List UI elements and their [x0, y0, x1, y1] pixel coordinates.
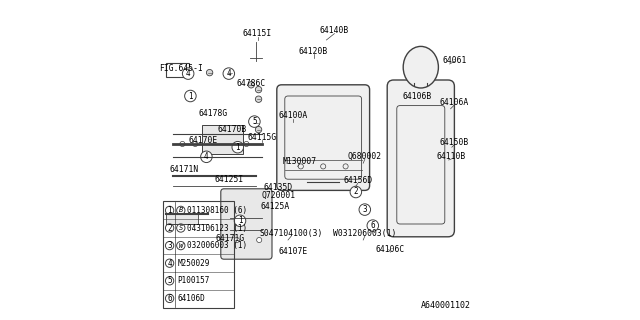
Circle shape: [244, 141, 249, 147]
Circle shape: [253, 120, 259, 126]
Circle shape: [255, 96, 262, 102]
Text: 1: 1: [188, 92, 193, 100]
Text: 64170B: 64170B: [218, 125, 246, 134]
Text: 1: 1: [237, 216, 243, 225]
Text: 64171G: 64171G: [215, 234, 244, 243]
Text: 64120B: 64120B: [299, 47, 328, 56]
Circle shape: [201, 151, 212, 163]
Circle shape: [177, 224, 185, 232]
Text: 64115G: 64115G: [248, 133, 277, 142]
Text: 64170E: 64170E: [189, 136, 218, 145]
Circle shape: [234, 237, 239, 243]
Text: 64150B: 64150B: [440, 138, 469, 147]
Text: 2: 2: [353, 188, 358, 196]
Circle shape: [232, 141, 243, 153]
FancyBboxPatch shape: [221, 189, 272, 259]
Text: 64107E: 64107E: [278, 247, 307, 256]
Text: 011308160 (6): 011308160 (6): [187, 206, 246, 215]
Circle shape: [248, 116, 260, 127]
Circle shape: [165, 294, 174, 303]
Text: FIG.645-I: FIG.645-I: [159, 64, 203, 73]
Text: 6: 6: [371, 221, 375, 230]
Text: W031206003(1): W031206003(1): [333, 229, 397, 238]
Text: Q680002: Q680002: [348, 152, 382, 161]
Text: 4: 4: [204, 152, 209, 161]
Circle shape: [193, 141, 198, 147]
FancyBboxPatch shape: [166, 214, 198, 224]
Circle shape: [177, 242, 185, 250]
Text: 3: 3: [167, 241, 172, 250]
Circle shape: [182, 68, 194, 79]
Circle shape: [180, 141, 185, 147]
FancyBboxPatch shape: [277, 85, 370, 190]
Text: 64115I: 64115I: [243, 29, 272, 38]
Text: 64106A: 64106A: [440, 98, 469, 107]
Circle shape: [165, 224, 174, 232]
Circle shape: [165, 242, 174, 250]
Text: 5: 5: [167, 276, 172, 285]
Text: S047104100(3): S047104100(3): [259, 229, 323, 238]
Text: P100157: P100157: [178, 276, 210, 285]
Circle shape: [255, 126, 262, 133]
Text: 032006003 (1): 032006003 (1): [187, 241, 246, 250]
Text: 64786C: 64786C: [237, 79, 266, 88]
Text: 043106123 (1): 043106123 (1): [187, 223, 246, 233]
Text: W: W: [179, 243, 183, 249]
Circle shape: [248, 82, 254, 88]
Circle shape: [165, 259, 174, 268]
Text: B: B: [179, 207, 183, 213]
Text: 6: 6: [167, 294, 172, 303]
Text: 64135D: 64135D: [264, 183, 293, 192]
Ellipse shape: [403, 46, 438, 88]
Text: Q720001: Q720001: [261, 191, 296, 200]
Circle shape: [257, 237, 262, 243]
Text: 64125I: 64125I: [214, 175, 243, 184]
Circle shape: [223, 68, 235, 79]
Text: 5: 5: [252, 117, 257, 126]
Text: 4: 4: [227, 69, 231, 78]
Text: 64178G: 64178G: [198, 109, 227, 118]
Text: 4: 4: [167, 259, 172, 268]
Circle shape: [350, 186, 362, 198]
Circle shape: [177, 206, 185, 215]
Text: 64106B: 64106B: [403, 92, 432, 100]
Text: A640001102: A640001102: [420, 301, 470, 310]
Circle shape: [359, 204, 371, 215]
Text: 64061: 64061: [442, 56, 467, 65]
Text: 1: 1: [167, 206, 172, 215]
Text: 3: 3: [362, 205, 367, 214]
Text: S: S: [179, 225, 183, 231]
FancyBboxPatch shape: [387, 80, 454, 237]
Text: M250029: M250029: [178, 259, 210, 268]
Circle shape: [227, 69, 234, 76]
Text: 64125A: 64125A: [260, 202, 290, 211]
Circle shape: [255, 86, 262, 93]
Text: 64156D: 64156D: [343, 176, 372, 185]
Text: 64140B: 64140B: [320, 26, 349, 35]
Circle shape: [367, 220, 379, 231]
Circle shape: [204, 154, 210, 161]
Circle shape: [165, 206, 174, 215]
Text: 64100A: 64100A: [278, 111, 307, 120]
Circle shape: [185, 90, 196, 102]
Text: 64110B: 64110B: [436, 152, 466, 161]
Text: 4: 4: [186, 69, 191, 78]
Circle shape: [206, 69, 212, 76]
Text: 1: 1: [236, 143, 240, 152]
Circle shape: [165, 276, 174, 285]
Text: M130007: M130007: [282, 157, 316, 166]
FancyBboxPatch shape: [202, 125, 243, 154]
Circle shape: [234, 215, 246, 227]
Text: 64106D: 64106D: [178, 294, 205, 303]
Text: 2: 2: [167, 223, 172, 233]
Text: 64171N: 64171N: [170, 165, 198, 174]
Text: 64106C: 64106C: [376, 245, 405, 254]
